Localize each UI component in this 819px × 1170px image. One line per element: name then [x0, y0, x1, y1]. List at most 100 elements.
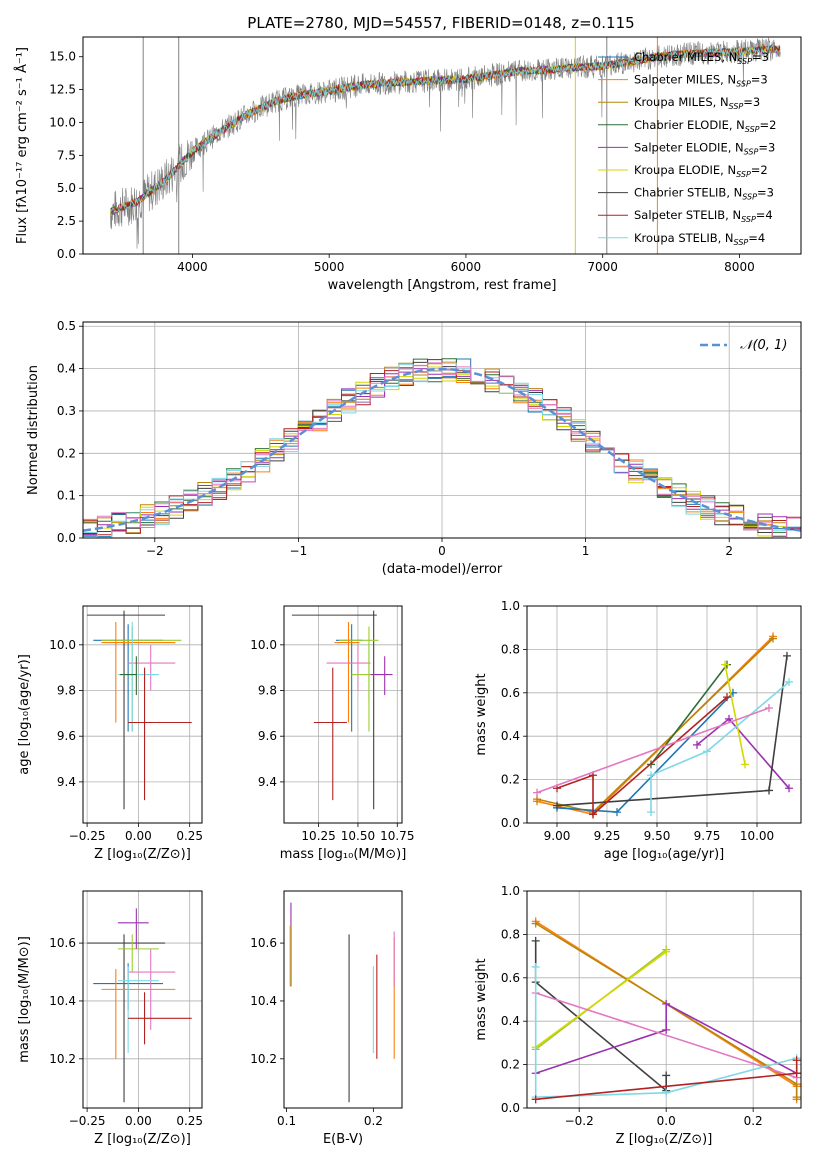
weight-marker — [662, 947, 671, 956]
legend-count: =2 — [751, 163, 768, 177]
x-axis-label: wavelength [Angstrom, rest frame] — [328, 278, 557, 293]
panel-spectrum: 4000 5000 6000 7000 8000 0.0 2.5 5.0 7.5 10.0 12.5… — [14, 36, 802, 293]
weight-marker — [662, 1071, 671, 1080]
x-tick-label: 7000 — [587, 260, 618, 274]
weight-marker — [741, 760, 749, 769]
x-tick-label: 4000 — [177, 260, 208, 274]
weight-marker — [613, 808, 621, 817]
y-axis-label: age [log₁₀(age/yr)] — [17, 654, 32, 775]
y-tick-label: 0.6 — [501, 686, 520, 700]
y-tick-label: 0.3 — [57, 404, 76, 418]
errorbar-point — [117, 966, 159, 1054]
x-axis-label: age [log₁₀(age/yr)] — [604, 847, 725, 862]
errorbar-point — [128, 948, 176, 1030]
errorbar-point — [128, 667, 192, 801]
weight-marker — [769, 634, 777, 643]
legend-count: =3 — [757, 186, 774, 200]
weight-marker — [662, 999, 671, 1008]
x-tick-label: 0.00 — [125, 829, 152, 843]
x-tick-label: 5000 — [314, 260, 345, 274]
legend-entry: Kroupa MILES, NSSP=3 — [634, 95, 760, 111]
y-tick-label: 10.6 — [250, 936, 277, 950]
errorbar-point — [128, 644, 176, 691]
legend-subscript: SSP — [737, 57, 752, 66]
residual-histogram — [83, 370, 801, 536]
legend-entry: Chabrier MILES, NSSP=3 — [634, 50, 769, 66]
y-tick-label: 0.8 — [501, 927, 520, 941]
panel-age-vs-mass: 10.25 10.50 10.75 9.4 9.6 9.8 10.0 mass [log₁₀(… — [250, 605, 414, 862]
errorbar-point — [334, 621, 360, 723]
x-tick-label: 2 — [725, 544, 733, 558]
x-tick-label: 8000 — [724, 260, 755, 274]
y-axis-label: mass [log₁₀(M/M⊙)] — [17, 936, 32, 1063]
x-tick-label: 9.00 — [544, 829, 571, 843]
legend-subscript: SSP — [745, 125, 760, 134]
weight-marker — [785, 784, 793, 793]
legend-count: =3 — [743, 95, 760, 109]
panel-weight-vs-age: 9.00 9.25 9.50 9.75 10.00 0.0 0.2 0.4 0.6 0.8 1.0 a… — [474, 599, 802, 862]
y-tick-label: 0.2 — [501, 1058, 520, 1072]
y-tick-label: 0.4 — [501, 1014, 520, 1028]
errorbar-point — [370, 656, 393, 696]
legend-count: =3 — [752, 50, 769, 64]
y-tick-label: 7.5 — [57, 148, 76, 162]
plot-area — [110, 37, 781, 254]
legend-count: =4 — [756, 208, 773, 222]
axes-frame — [82, 605, 203, 824]
y-tick-label: 9.8 — [258, 684, 277, 698]
axes-frame — [82, 321, 802, 539]
errorbar-point — [87, 934, 166, 1103]
weight-line — [650, 681, 790, 813]
y-tick-label: 0.1 — [57, 489, 76, 503]
legend-entry: Chabrier STELIB, NSSP=3 — [634, 186, 774, 202]
panel-residuals: −2 −1 0 1 2 0.0 0.1 0.2 0.3 0.4 0.5 (data-model)/er… — [26, 319, 802, 577]
weight-line — [534, 940, 667, 1093]
weight-marker — [533, 788, 541, 797]
errorbar-point — [101, 621, 176, 723]
y-tick-label: 0.4 — [57, 362, 76, 376]
weight-marker — [531, 1095, 540, 1104]
y-tick-label: 0.0 — [57, 531, 76, 545]
y-axis-label: Normed distribution — [26, 365, 41, 495]
weight-marker — [765, 786, 773, 795]
legend-entry: Kroupa STELIB, NSSP=4 — [634, 231, 765, 247]
axes-frame — [526, 605, 802, 824]
y-tick-label: 0.5 — [57, 319, 76, 333]
y-axis-label: mass weight — [474, 673, 489, 755]
weight-marker — [647, 771, 655, 780]
errorbar-point — [128, 992, 192, 1045]
y-tick-label: 5.0 — [57, 181, 76, 195]
weight-marker — [783, 651, 791, 660]
y-tick-label: 15.0 — [49, 50, 76, 64]
axes-frame — [82, 890, 203, 1109]
y-tick-label: 10.2 — [49, 1052, 76, 1066]
weight-marker — [693, 740, 701, 749]
y-tick-label: 2.5 — [57, 214, 76, 228]
errorbar-point — [291, 610, 377, 810]
weight-line — [535, 951, 667, 1048]
legend-entry: Salpeter MILES, NSSP=3 — [634, 73, 768, 89]
legend-entry: Salpeter ELODIE, NSSP=3 — [634, 140, 775, 156]
x-tick-label: 0.2 — [744, 1114, 763, 1128]
weight-marker — [662, 1025, 671, 1034]
y-tick-label: 10.6 — [49, 936, 76, 950]
weight-marker — [765, 703, 773, 712]
plot-area — [531, 917, 801, 1104]
errorbar-point — [117, 908, 149, 949]
legend-count: =3 — [758, 140, 775, 154]
normal-reference-curve — [83, 367, 801, 532]
y-tick-label: 10.4 — [49, 994, 76, 1008]
weight-marker — [531, 919, 540, 928]
y-tick-label: 0.6 — [501, 971, 520, 985]
y-tick-label: 0.2 — [57, 446, 76, 460]
x-tick-label: −1 — [290, 544, 308, 558]
y-tick-label: 0.0 — [57, 247, 76, 261]
weight-line — [535, 992, 797, 1079]
errorbar-point — [117, 934, 159, 973]
legend-entry: Salpeter STELIB, NSSP=4 — [634, 208, 773, 224]
y-tick-label: 1.0 — [501, 884, 520, 898]
weight-marker — [553, 801, 561, 810]
axes-frame — [82, 36, 802, 255]
x-tick-label: 0 — [438, 544, 446, 558]
plot-area — [291, 610, 393, 810]
